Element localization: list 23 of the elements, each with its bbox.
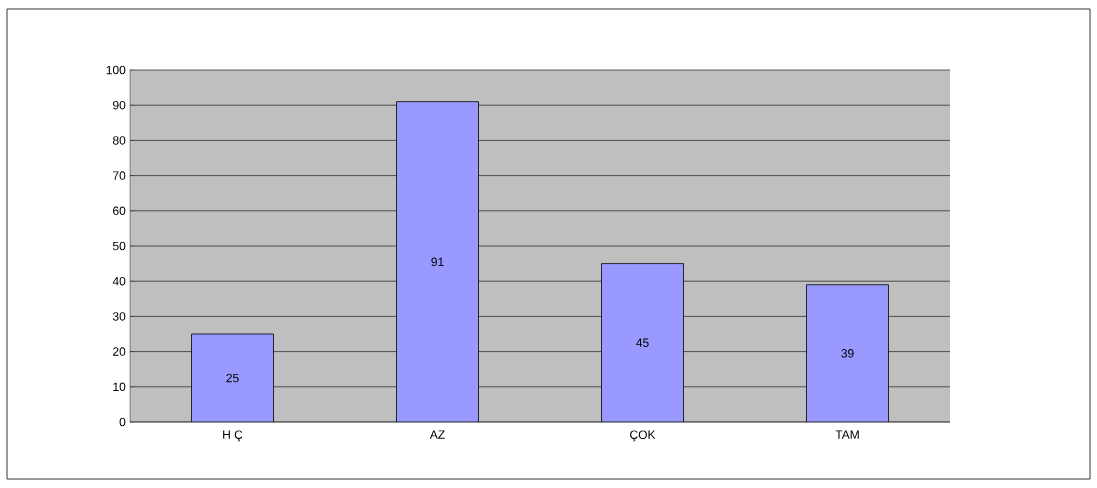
y-tick-label: 0 <box>119 417 126 427</box>
x-tick-label: AZ <box>429 430 445 439</box>
y-tick-label: 90 <box>113 100 126 110</box>
y-tick-label: 50 <box>112 241 126 251</box>
x-tick-label: H Ç <box>223 430 243 442</box>
y-tick-label: 100 <box>106 65 126 75</box>
data-label: 39 <box>841 349 854 358</box>
data-label: 25 <box>226 373 239 383</box>
data-label: 91 <box>431 257 444 267</box>
y-tick-label: 70 <box>113 171 126 180</box>
bar <box>396 101 479 422</box>
y-tick-label: 40 <box>112 276 126 286</box>
y-tick-label: 30 <box>112 312 126 321</box>
x-tick-label: TAM <box>835 430 859 439</box>
y-tick-label: 10 <box>113 382 126 392</box>
x-tick-label: ÇOK <box>630 430 656 442</box>
bar <box>191 333 274 422</box>
y-tick-label: 60 <box>113 206 126 216</box>
bar <box>806 284 889 422</box>
y-tick-label: 80 <box>112 136 126 145</box>
bar <box>601 263 684 422</box>
y-tick-label: 20 <box>113 347 126 356</box>
data-label: 45 <box>636 338 649 347</box>
